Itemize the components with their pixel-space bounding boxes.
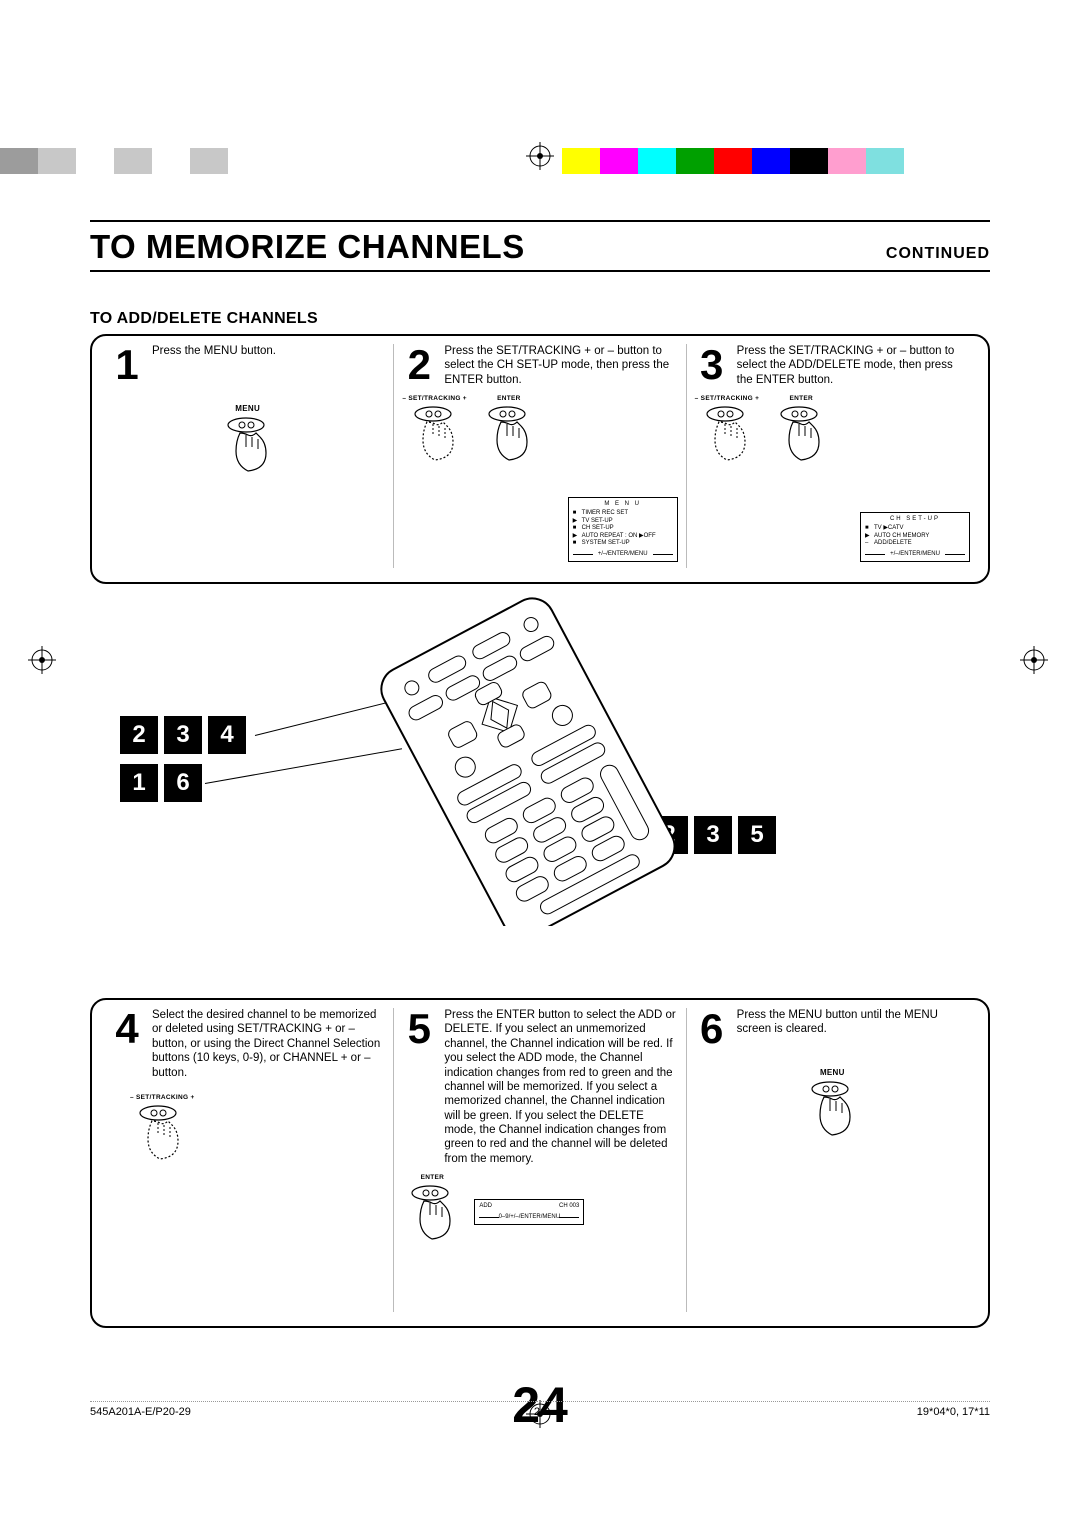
button-label: MENU (695, 1068, 970, 1077)
step-number: 4 (110, 1008, 144, 1080)
step-number: 2 (402, 344, 436, 387)
steps-panel-bottom: 4Select the desired channel to be memori… (90, 998, 990, 1328)
osd-menu: M E N U■TIMER REC SET▶TV SET-UP■CH SET-U… (568, 497, 678, 563)
callout-group: 234 (120, 716, 246, 754)
hand-press-icon (218, 413, 278, 477)
step: 4Select the desired channel to be memori… (102, 1008, 393, 1312)
hand-press-icon (771, 402, 831, 466)
footer-right: 19*04*0, 17*11 (917, 1406, 990, 1418)
hand-press-icon (697, 402, 757, 466)
remote-illustration-area: 234 16 23 5 (90, 596, 990, 986)
button-label: ENTER (771, 395, 831, 402)
button-label: MENU (110, 404, 385, 413)
remote-control-icon (320, 596, 740, 931)
callout-number: 1 (120, 764, 158, 802)
button-label: – SET/TRACKING + (130, 1094, 385, 1101)
step: 2Press the SET/TRACKING + or – button to… (393, 344, 685, 568)
hand-press-icon (802, 1077, 862, 1141)
registration-target-icon (1020, 646, 1048, 674)
step-text: Press the MENU button until the MENU scr… (737, 1008, 970, 1050)
step-number: 5 (402, 1008, 436, 1166)
step: 6Press the MENU button until the MENU sc… (686, 1008, 978, 1312)
step-text: Press the ENTER button to select the ADD… (444, 1008, 677, 1166)
callout-number: 4 (208, 716, 246, 754)
step: 3Press the SET/TRACKING + or – button to… (686, 344, 978, 568)
step-text: Press the MENU button. (152, 344, 276, 386)
step: 5Press the ENTER button to select the AD… (393, 1008, 685, 1312)
page-title: TO MEMORIZE CHANNELS (90, 228, 525, 266)
page-title-row: TO MEMORIZE CHANNELS CONTINUED (90, 220, 990, 272)
callout-number: 6 (164, 764, 202, 802)
continued-label: CONTINUED (886, 245, 990, 263)
step-text: Select the desired channel to be memoriz… (152, 1008, 385, 1080)
button-label: ENTER (402, 1174, 462, 1181)
button-label: – SET/TRACKING + (695, 395, 760, 402)
step: 1Press the MENU button. MENU (102, 344, 393, 568)
hand-press-icon (130, 1101, 190, 1165)
page-footer: 545A201A-E/P20-29 24 19*04*0, 17*11 (90, 1401, 990, 1418)
hand-press-icon (402, 1181, 462, 1245)
callout-group: 16 (120, 764, 202, 802)
hand-press-icon (479, 402, 539, 466)
button-label: – SET/TRACKING + (402, 395, 467, 402)
hand-press-icon (405, 402, 465, 466)
step-number: 1 (110, 344, 144, 386)
step-text: Press the SET/TRACKING + or – button to … (444, 344, 677, 387)
registration-target-icon (28, 646, 56, 674)
button-label: ENTER (479, 395, 539, 402)
osd-menu: ADDCH 003 0–9/+/–/ENTER/MENU (474, 1199, 584, 1225)
step-number: 3 (695, 344, 729, 387)
registration-target-icon (526, 142, 554, 170)
callout-number: 2 (120, 716, 158, 754)
osd-menu: CH SET-UP■TV ▶CATV▶AUTO CH MEMORY–ADD/DE… (860, 512, 970, 563)
section-subtitle: TO ADD/DELETE CHANNELS (90, 310, 990, 328)
footer-mid: 24 (534, 1406, 546, 1418)
footer-left: 545A201A-E/P20-29 (90, 1406, 191, 1418)
callout-number: 5 (738, 816, 776, 854)
step-number: 6 (695, 1008, 729, 1050)
steps-panel-top: 1Press the MENU button.MENU 2Press the S… (90, 334, 990, 584)
callout-number: 3 (164, 716, 202, 754)
step-text: Press the SET/TRACKING + or – button to … (737, 344, 970, 387)
